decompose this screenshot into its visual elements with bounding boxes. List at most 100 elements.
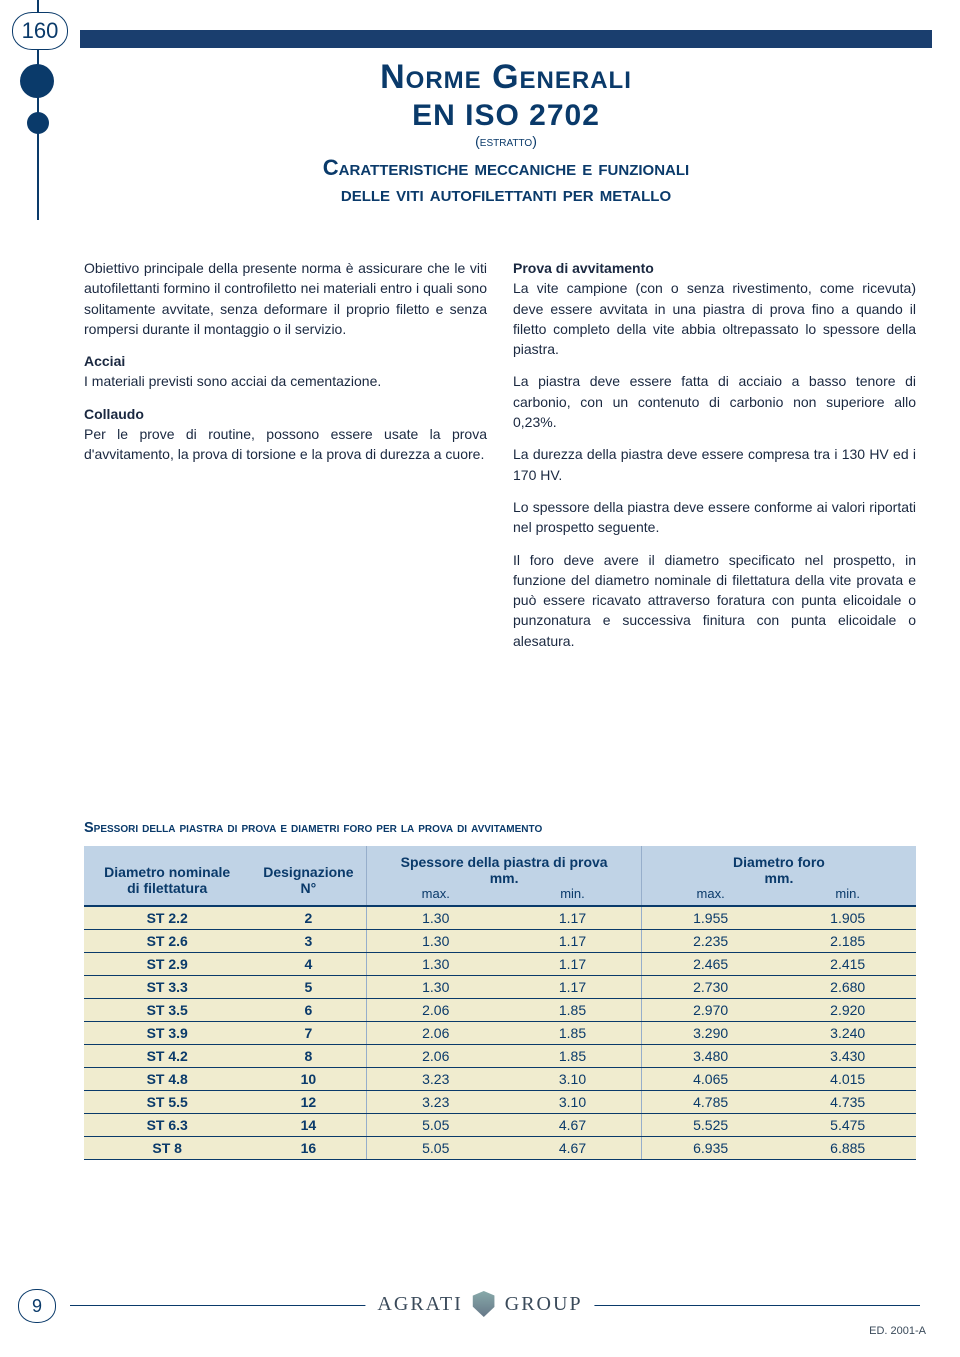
brand-left: AGRATI [377, 1293, 462, 1316]
cell-diameter: ST 4.8 [84, 1068, 250, 1091]
table-row: ST 3.972.061.853.2903.240 [84, 1022, 916, 1045]
cell-designation: 5 [250, 976, 366, 999]
accent-dot [20, 64, 54, 98]
left-column: Obiettivo principale della presente norm… [84, 258, 487, 663]
doc-title: Norme Generali [80, 58, 932, 97]
cell-diameter: ST 6.3 [84, 1114, 250, 1137]
doc-standard: EN ISO 2702 [80, 99, 932, 133]
cell-smax: 2.06 [367, 1045, 504, 1068]
table-row: ST 5.5123.233.104.7854.735 [84, 1091, 916, 1114]
footer: 9 AGRATI GROUP ED. 2001-A [0, 1275, 960, 1335]
table-row: ST 3.351.301.172.7302.680 [84, 976, 916, 999]
cell-designation: 8 [250, 1045, 366, 1068]
title-block: Norme Generali EN ISO 2702 (estratto) Ca… [80, 58, 932, 208]
th-diameter: Diametro nominaledi filettatura [84, 846, 250, 906]
cell-fmin: 2.415 [779, 953, 916, 976]
cell-fmax: 5.525 [641, 1114, 779, 1137]
cell-diameter: ST 3.9 [84, 1022, 250, 1045]
cell-diameter: ST 4.2 [84, 1045, 250, 1068]
cell-fmin: 2.920 [779, 999, 916, 1022]
cell-fmin: 3.430 [779, 1045, 916, 1068]
cell-fmax: 2.465 [641, 953, 779, 976]
section-heading-collaudo: Collaudo [84, 404, 487, 424]
cell-smax: 1.30 [367, 906, 504, 930]
cell-fmin: 6.885 [779, 1137, 916, 1160]
doc-subtitle: delle viti autofilettanti per metallo [80, 181, 932, 207]
shield-icon [473, 1291, 495, 1317]
right-column: Prova di avvitamento La vite campione (c… [513, 258, 916, 663]
cell-fmin: 1.905 [779, 906, 916, 930]
cell-fmin: 2.185 [779, 930, 916, 953]
accent-dot [27, 112, 49, 134]
cell-diameter: ST 2.9 [84, 953, 250, 976]
intro-paragraph: Obiettivo principale della presente norm… [84, 258, 487, 339]
cell-designation: 14 [250, 1114, 366, 1137]
cell-smin: 1.85 [504, 999, 641, 1022]
cell-smin: 1.17 [504, 953, 641, 976]
table-row: ST 2.631.301.172.2352.185 [84, 930, 916, 953]
cell-diameter: ST 3.5 [84, 999, 250, 1022]
cell-fmax: 2.730 [641, 976, 779, 999]
cell-smax: 1.30 [367, 976, 504, 999]
cell-fmin: 4.015 [779, 1068, 916, 1091]
table-row: ST 2.221.301.171.9551.905 [84, 906, 916, 930]
section-heading-acciai: Acciai [84, 351, 487, 371]
th-hole: Diametro foromm. [641, 846, 916, 886]
cell-diameter: ST 8 [84, 1137, 250, 1160]
th-designation: DesignazioneN° [250, 846, 366, 906]
prova-p3: La durezza della piastra deve essere com… [513, 444, 916, 485]
prova-p1: La vite campione (con o senza rivestimen… [513, 278, 916, 359]
header-accent-bar [80, 30, 932, 48]
section-heading-prova: Prova di avvitamento [513, 258, 916, 278]
table-row: ST 2.941.301.172.4652.415 [84, 953, 916, 976]
cell-fmin: 4.735 [779, 1091, 916, 1114]
cell-fmax: 3.290 [641, 1022, 779, 1045]
cell-diameter: ST 5.5 [84, 1091, 250, 1114]
cell-designation: 4 [250, 953, 366, 976]
th-max: max. [641, 886, 779, 906]
cell-designation: 2 [250, 906, 366, 930]
prova-p2: La piastra deve essere fatta di acciaio … [513, 371, 916, 432]
cell-smax: 2.06 [367, 999, 504, 1022]
body-columns: Obiettivo principale della presente norm… [84, 258, 916, 663]
cell-smin: 1.85 [504, 1045, 641, 1068]
brand-logo: AGRATI GROUP [365, 1291, 594, 1317]
cell-smax: 1.30 [367, 930, 504, 953]
cell-fmax: 2.235 [641, 930, 779, 953]
cell-smin: 1.85 [504, 1022, 641, 1045]
cell-designation: 3 [250, 930, 366, 953]
table-row: ST 8165.054.676.9356.885 [84, 1137, 916, 1160]
cell-smax: 5.05 [367, 1137, 504, 1160]
cell-smax: 1.30 [367, 953, 504, 976]
prova-p5: Il foro deve avere il diametro specifica… [513, 550, 916, 651]
table-section: Spessori della piastra di prova e diamet… [84, 820, 916, 1160]
th-thickness: Spessore della piastra di provamm. [367, 846, 642, 886]
cell-fmax: 3.480 [641, 1045, 779, 1068]
cell-fmin: 3.240 [779, 1022, 916, 1045]
cell-designation: 10 [250, 1068, 366, 1091]
th-min: min. [779, 886, 916, 906]
page-number-bottom: 9 [18, 1289, 56, 1323]
cell-fmax: 1.955 [641, 906, 779, 930]
cell-designation: 16 [250, 1137, 366, 1160]
cell-smax: 2.06 [367, 1022, 504, 1045]
cell-smin: 4.67 [504, 1137, 641, 1160]
acciai-body: I materiali previsti sono acciai da ceme… [84, 371, 487, 391]
cell-smin: 3.10 [504, 1068, 641, 1091]
cell-smin: 1.17 [504, 976, 641, 999]
cell-designation: 7 [250, 1022, 366, 1045]
prova-p4: Lo spessore della piastra deve essere co… [513, 497, 916, 538]
brand-right: GROUP [505, 1293, 583, 1316]
table-row: ST 6.3145.054.675.5255.475 [84, 1114, 916, 1137]
doc-extract-label: (estratto) [80, 133, 932, 149]
edition-label: ED. 2001-A [869, 1325, 926, 1337]
cell-designation: 6 [250, 999, 366, 1022]
table-title: Spessori della piastra di prova e diamet… [84, 820, 916, 836]
table-body: ST 2.221.301.171.9551.905ST 2.631.301.17… [84, 906, 916, 1160]
table-row: ST 4.8103.233.104.0654.015 [84, 1068, 916, 1091]
cell-smin: 3.10 [504, 1091, 641, 1114]
cell-fmax: 4.065 [641, 1068, 779, 1091]
cell-smin: 1.17 [504, 930, 641, 953]
cell-smin: 4.67 [504, 1114, 641, 1137]
cell-smax: 5.05 [367, 1114, 504, 1137]
